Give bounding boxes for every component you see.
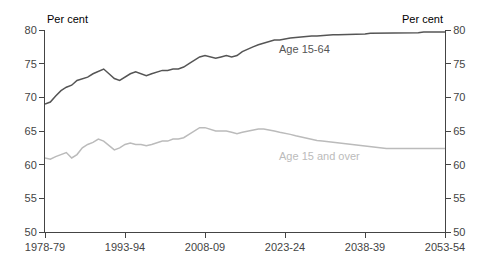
svg-text:2023-24: 2023-24	[265, 241, 305, 253]
svg-text:65: 65	[25, 125, 37, 137]
svg-text:Per cent: Per cent	[402, 13, 443, 25]
svg-text:55: 55	[453, 192, 465, 204]
svg-text:55: 55	[25, 192, 37, 204]
svg-text:50: 50	[453, 226, 465, 238]
svg-text:Age 15-64: Age 15-64	[279, 43, 330, 55]
svg-text:80: 80	[25, 24, 37, 36]
svg-text:50: 50	[25, 226, 37, 238]
svg-text:Age 15 and over: Age 15 and over	[279, 150, 360, 162]
svg-text:60: 60	[453, 159, 465, 171]
svg-text:70: 70	[453, 91, 465, 103]
svg-text:Per cent: Per cent	[47, 13, 88, 25]
svg-text:75: 75	[453, 58, 465, 70]
svg-text:75: 75	[25, 58, 37, 70]
svg-text:2053-54: 2053-54	[425, 241, 465, 253]
svg-text:65: 65	[453, 125, 465, 137]
svg-text:1993-94: 1993-94	[105, 241, 145, 253]
svg-text:70: 70	[25, 91, 37, 103]
svg-text:2008-09: 2008-09	[185, 241, 225, 253]
svg-text:2038-39: 2038-39	[345, 241, 385, 253]
svg-text:60: 60	[25, 159, 37, 171]
svg-text:1978-79: 1978-79	[25, 241, 65, 253]
svg-text:80: 80	[453, 24, 465, 36]
